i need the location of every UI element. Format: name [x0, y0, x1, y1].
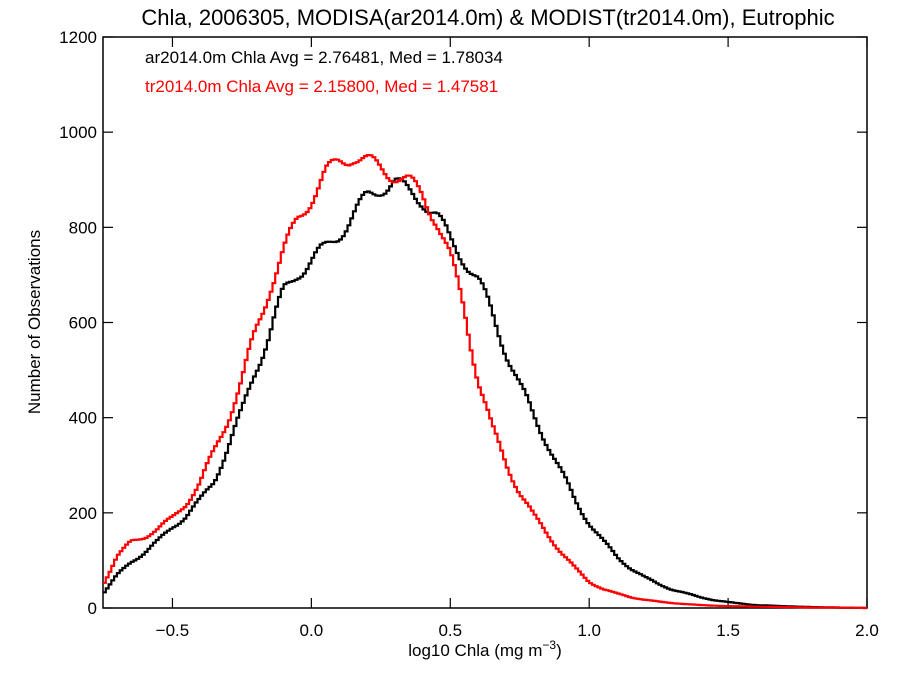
- x-tick-label: 1.5: [716, 621, 740, 640]
- x-tick-label: 0.0: [300, 621, 324, 640]
- x-axis-label-superscript: −3: [542, 638, 556, 652]
- x-tick-label: 1.0: [577, 621, 601, 640]
- y-tick-label: 1000: [59, 123, 97, 142]
- y-tick-label: 400: [69, 409, 97, 428]
- series-line-ar2014: [103, 177, 867, 610]
- x-tick-label: 0.5: [438, 621, 462, 640]
- y-tick-label: 0: [88, 599, 97, 618]
- annotation-tr2014: tr2014.0m Chla Avg = 2.15800, Med = 1.47…: [145, 77, 498, 96]
- plot-frame: [102, 36, 868, 609]
- y-axis-label: Number of Observations: [25, 230, 44, 414]
- x-axis-label-main: log10 Chla (mg m: [408, 641, 542, 660]
- x-axis-label-close: ): [556, 641, 562, 660]
- y-tick-label: 1200: [59, 28, 97, 47]
- axis-ticks: −0.5 0.0 0.5 1.0 1.5 2.0 0 200 400 600 800 1000 1200: [59, 28, 879, 640]
- x-axis-label: log10 Chla (mg m−3): [408, 638, 562, 660]
- chart-title: Chla, 2006305, MODISA(ar2014.0m) & MODIS…: [141, 5, 834, 30]
- y-tick-label: 800: [69, 218, 97, 237]
- annotation-ar2014: ar2014.0m Chla Avg = 2.76481, Med = 1.78…: [145, 48, 503, 67]
- x-tick-label: −0.5: [156, 621, 190, 640]
- x-tick-label: 2.0: [855, 621, 879, 640]
- series-line-tr2014: [103, 154, 867, 610]
- series-layer: [103, 154, 867, 610]
- y-tick-label: 200: [69, 504, 97, 523]
- y-tick-label: 600: [69, 314, 97, 333]
